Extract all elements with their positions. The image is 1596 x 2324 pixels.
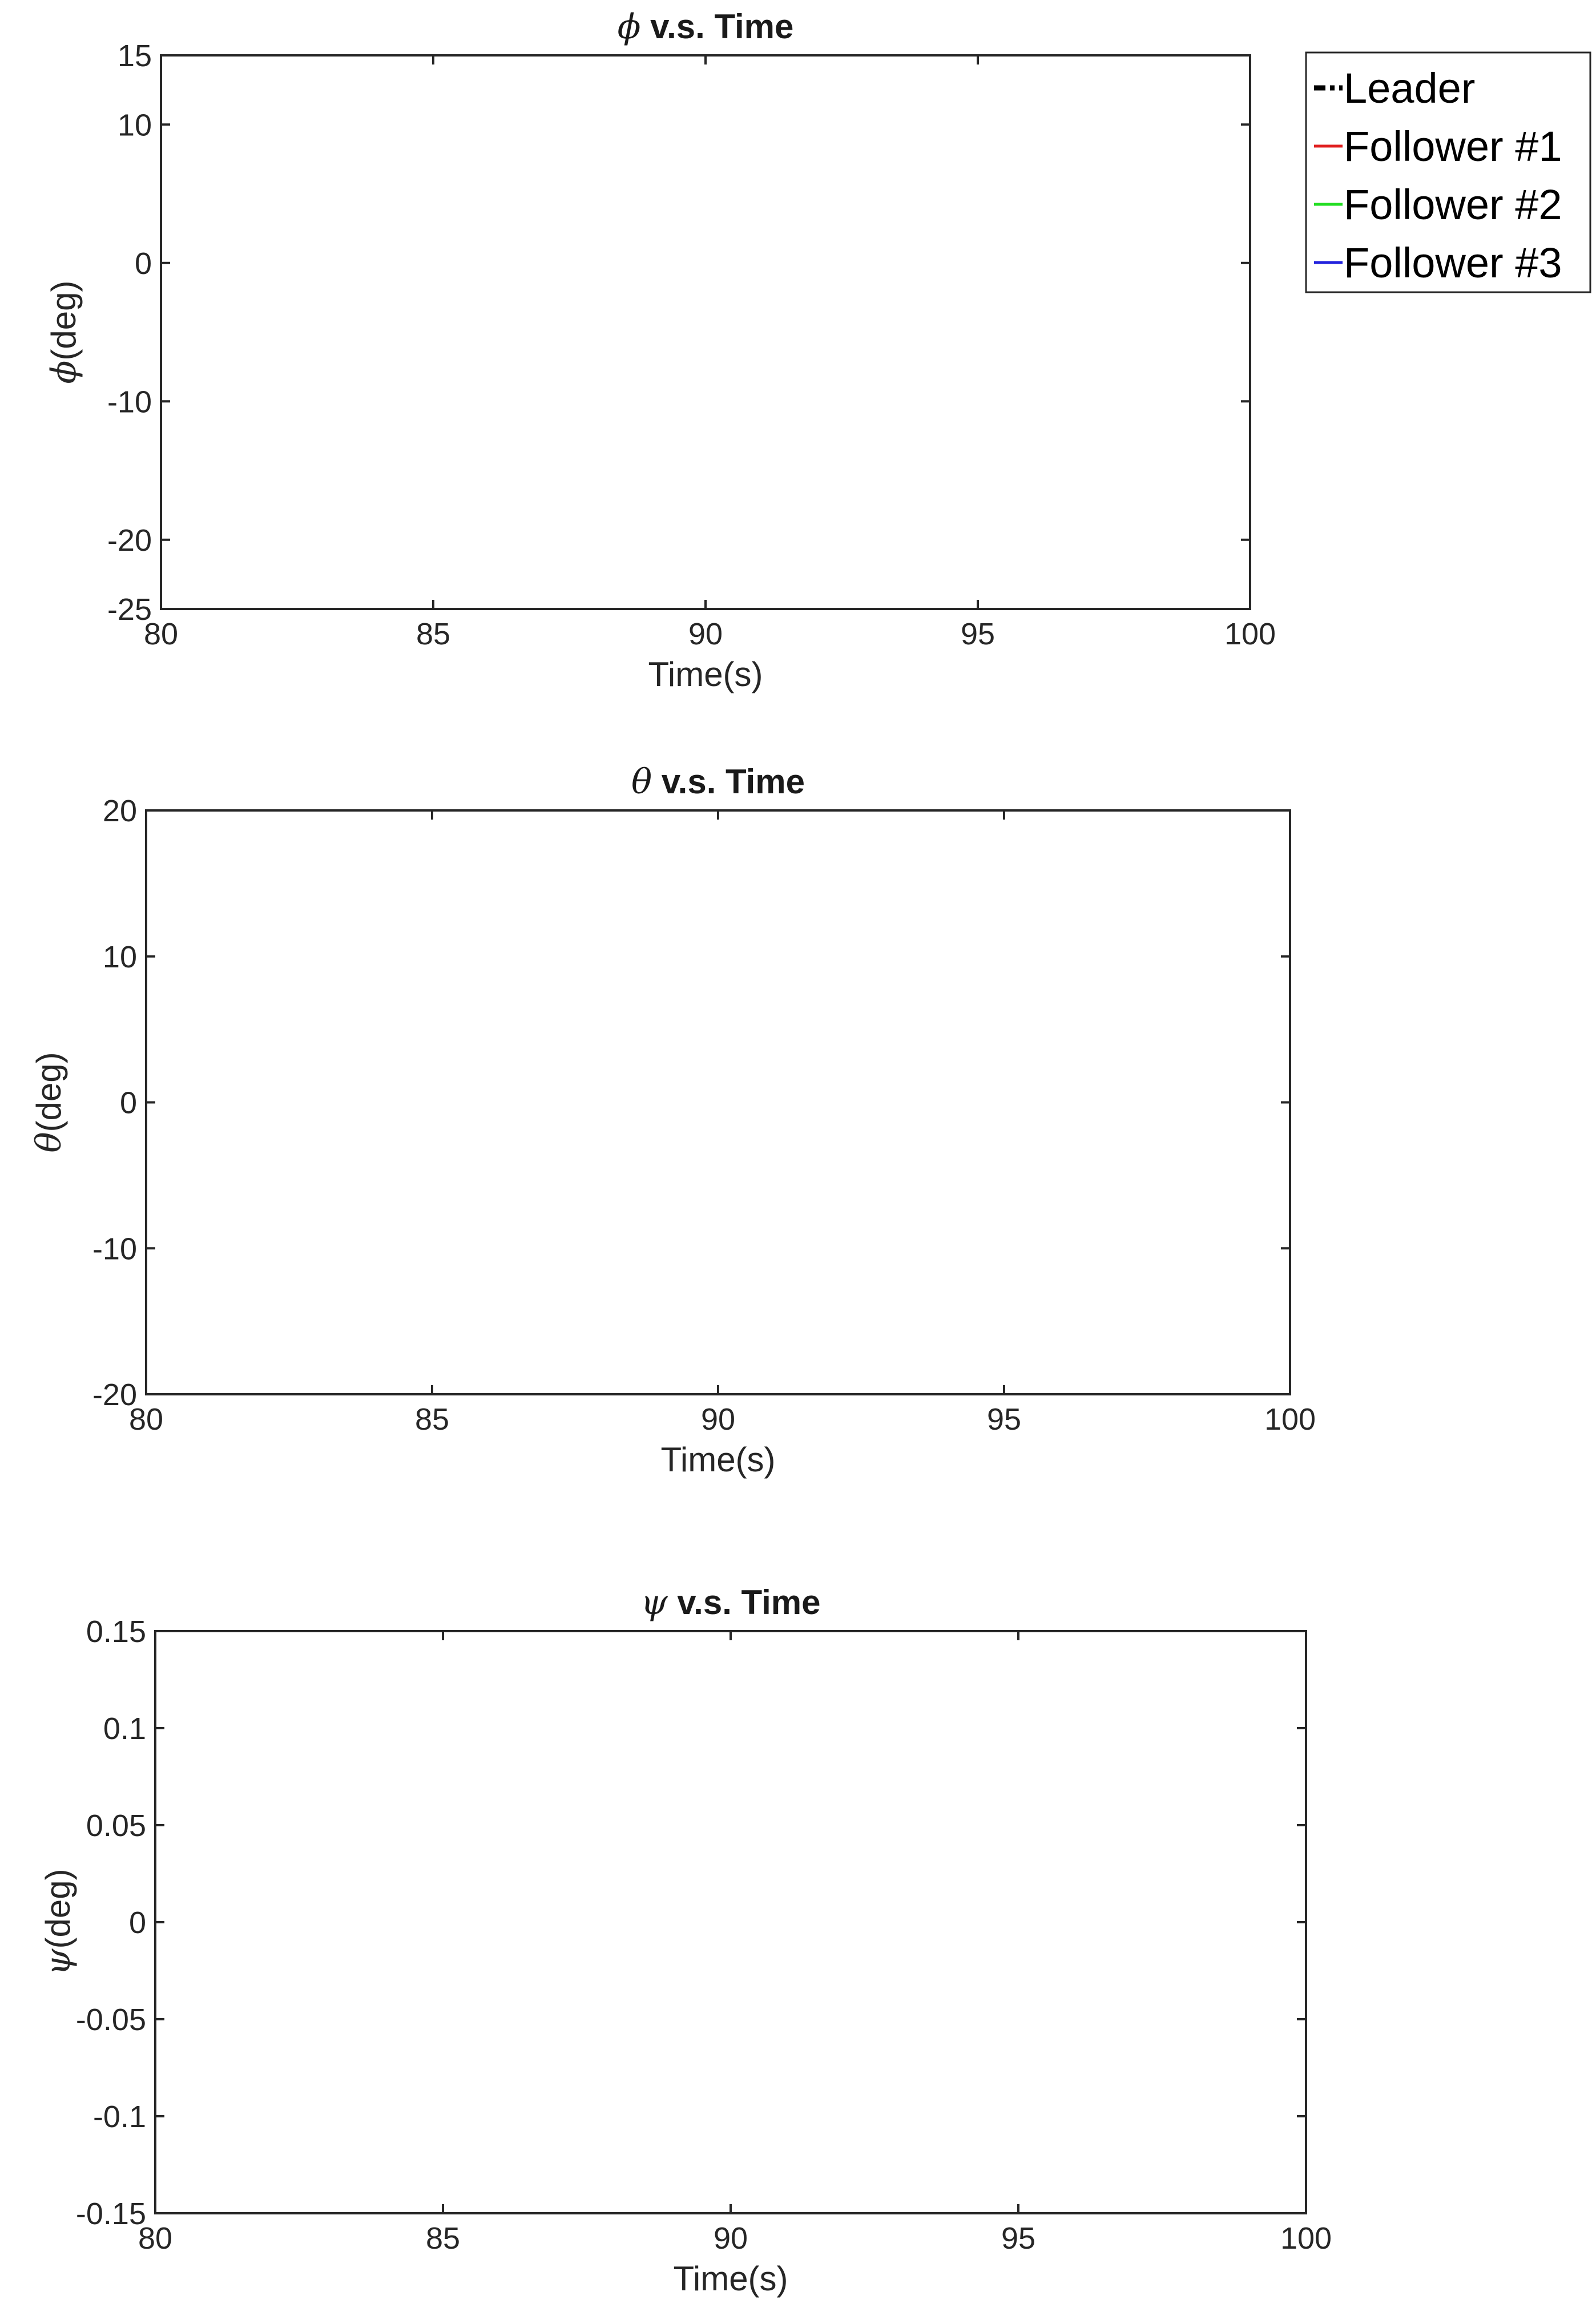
y-tick-label: -10	[107, 385, 152, 419]
y-tick-label: 0.1	[103, 1712, 146, 1746]
x-tick-label: 80	[138, 2221, 172, 2256]
x-tick-label: 95	[987, 1402, 1021, 1437]
x-tick-label: 80	[144, 617, 178, 651]
y-tick-label: 15	[118, 39, 152, 73]
axes-frame	[145, 809, 1291, 1395]
title-symbol: ψ	[641, 1583, 668, 1623]
y-axis-symbol: ϕ	[44, 361, 84, 384]
y-tick-label: 10	[103, 940, 137, 974]
y-tick-label: 20	[103, 794, 137, 828]
y-tick-label: -0.05	[76, 2003, 146, 2037]
legend: Leader Follower #1 Follower #2 Follower #3	[1305, 51, 1591, 293]
x-tick-label: 95	[961, 617, 995, 651]
chart-theta: 80 85 90 95 100 -20 -10 0 10 20 θ v.s. Time Time(s)…	[29, 762, 1316, 1479]
x-tick-label: 85	[416, 617, 450, 651]
y-tick-label: 0.05	[86, 1809, 146, 1843]
y-tick-label: 10	[118, 108, 152, 142]
title-symbol: ϕ	[618, 7, 641, 47]
x-tick-label: 80	[129, 1402, 163, 1437]
y-axis-symbol: θ	[29, 1132, 69, 1152]
axes-frame	[154, 1630, 1307, 2214]
legend-label: Follower #1	[1344, 123, 1562, 170]
y-tick-label: 0	[129, 1906, 146, 1940]
y-tick-label: -20	[107, 523, 152, 558]
chart-phi: 80 85 90 95 100 -25 -20 -10 0 10 15 ϕ v.s. Time Time…	[44, 7, 1276, 693]
y-tick-label: -0.1	[93, 2100, 146, 2134]
y-axis-label: θ(deg)	[29, 1052, 69, 1152]
y-tick-label: -0.15	[76, 2197, 146, 2231]
y-axis-symbol: ψ	[38, 1948, 78, 1976]
title-text: v.s. Time	[640, 7, 793, 46]
x-tick-label: 100	[1264, 1402, 1316, 1437]
y-axis-unit: (deg)	[30, 1052, 68, 1132]
y-axis-label: ψ(deg)	[38, 1869, 78, 1975]
title-text: v.s. Time	[668, 1583, 821, 1621]
y-tick-label: -25	[107, 592, 152, 627]
x-tick-label: 90	[714, 2221, 748, 2256]
y-axis-unit: (deg)	[39, 1869, 77, 1948]
x-axis-label: Time(s)	[660, 1441, 775, 1479]
x-axis-label: Time(s)	[673, 2260, 788, 2298]
chart-psi: 80 85 90 95 100 -0.15 -0.1 -0.05 0 0.05 0.1 0.15 ψ v…	[38, 1583, 1332, 2298]
y-axis-label: ϕ(deg)	[44, 281, 84, 384]
y-axis-unit: (deg)	[45, 281, 83, 361]
x-tick-label: 100	[1224, 617, 1276, 651]
y-tick-label: -10	[92, 1232, 137, 1266]
y-tick-label: -20	[92, 1378, 137, 1412]
x-tick-label: 95	[1001, 2221, 1035, 2256]
title-symbol: θ	[631, 762, 652, 802]
x-tick-label: 85	[426, 2221, 460, 2256]
legend-label: Leader	[1344, 64, 1475, 112]
y-tick-label: 0	[135, 247, 152, 281]
x-tick-label: 90	[701, 1402, 735, 1437]
x-axis-label: Time(s)	[648, 655, 763, 693]
x-tick-label: 85	[415, 1402, 449, 1437]
chart-title: θ v.s. Time	[631, 762, 805, 802]
chart-title: ψ v.s. Time	[641, 1583, 821, 1623]
y-tick-label: 0.15	[86, 1615, 146, 1649]
legend-label: Follower #2	[1344, 181, 1562, 228]
x-tick-label: 90	[688, 617, 723, 651]
legend-label: Follower #3	[1344, 239, 1562, 287]
y-tick-label: 0	[120, 1086, 137, 1120]
chart-title: ϕ v.s. Time	[618, 7, 794, 47]
legend-box	[1305, 51, 1591, 293]
title-text: v.s. Time	[652, 762, 805, 801]
axes-frame	[160, 54, 1251, 610]
x-tick-label: 100	[1280, 2221, 1332, 2256]
